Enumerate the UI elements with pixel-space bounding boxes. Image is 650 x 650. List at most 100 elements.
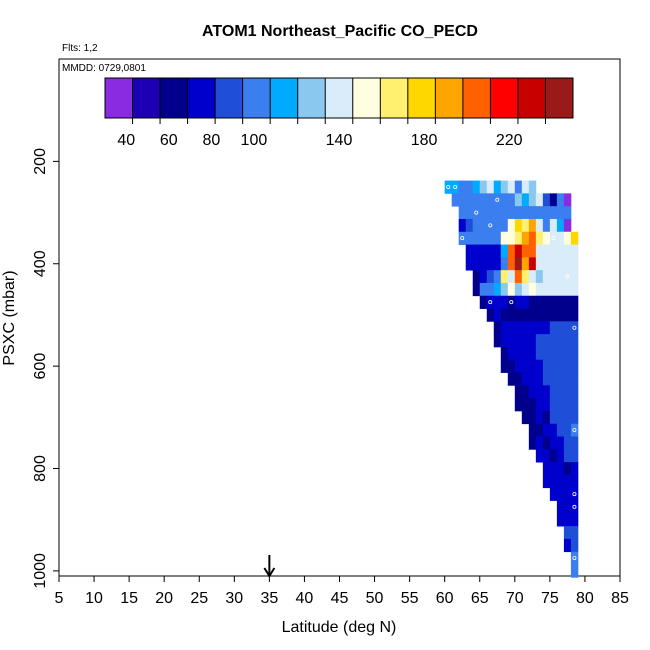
flight-marker [572,504,577,509]
heatmap-cell [542,359,551,373]
heatmap-cell [500,321,509,335]
heatmap-cell [514,359,523,373]
colorbar-tick-label: 220 [496,132,523,149]
heatmap-cell [570,474,579,489]
heatmap-cell [458,218,467,233]
heatmap-cell [514,321,523,335]
heatmap-cell [542,257,551,271]
heatmap-cell [486,257,495,271]
heatmap-cell [472,193,481,207]
colorbar-segment [462,78,491,118]
heatmap-cell [465,257,474,271]
heatmap-cell [528,218,537,233]
heatmap-cell [570,308,579,322]
heatmap-cell [507,231,516,245]
heatmap-cell [479,218,488,233]
heatmap-cell [563,295,572,309]
heatmap-cell [465,180,474,194]
colorbar-segment [517,78,546,118]
heatmap-cell [528,295,537,309]
heatmap-cell [556,257,565,271]
heatmap-cell [570,398,579,412]
heatmap-cell [535,423,544,437]
heatmap-cell [563,231,572,245]
colorbar-segment [132,78,161,118]
x-tick-label: 15 [120,590,138,607]
heatmap-cell [549,359,558,373]
heatmap-cell [542,308,551,322]
heatmap-cell [507,193,516,207]
heatmap-cell [535,449,544,463]
heatmap-cell [549,410,558,425]
heatmap-cell [521,206,530,220]
flight-marker [474,210,479,215]
heatmap-cell [500,231,509,245]
heatmap-cell [549,436,558,450]
chart-title: ATOM1 Northeast_Pacific CO_PECD [202,23,478,40]
heatmap-cell [465,231,474,245]
heatmap-cell [549,398,558,412]
heatmap-cell [556,244,565,258]
heatmap-cell [535,244,544,258]
heatmap-cell [493,334,502,348]
x-tick-label: 65 [471,590,489,607]
heatmap-cell [521,398,530,412]
heatmap-cell [479,282,488,297]
heatmap-cell [514,308,523,322]
x-tick-label: 10 [85,590,103,607]
heatmap-cell [472,218,481,233]
heatmap-cell [556,321,565,335]
heatmap-cell [570,257,579,271]
colorbar-segment [105,78,134,118]
flight-marker [460,236,465,241]
heatmap-cell [493,231,502,245]
y-tick-label: 800 [32,455,49,482]
heatmap-cell [500,257,509,271]
heatmap-cell [563,398,572,412]
heatmap-cell [507,359,516,373]
heatmap-cell [563,474,572,489]
heatmap-cell [556,359,565,373]
heatmap-cell [521,193,530,207]
heatmap-cell [563,449,572,463]
heatmap-cell [507,244,516,258]
heatmap-cell [521,180,530,194]
heatmap-cell [535,295,544,309]
heatmap-cell [521,270,530,284]
heatmap-cell [549,231,558,245]
heatmap-cell [458,193,467,207]
heatmap-cell [549,462,558,476]
y-tick-label: 400 [32,250,49,277]
heatmap-cell [528,257,537,271]
heatmap-cell [514,334,523,348]
heatmap-cell [458,180,467,194]
heatmap-cell [528,410,537,425]
heatmap-cell [535,359,544,373]
heatmap-cell [563,206,572,220]
x-tick-label: 80 [576,590,594,607]
heatmap-cell [556,193,565,207]
heatmap-cell [563,538,572,553]
heatmap-cell [542,385,551,399]
heatmap-cell [563,257,572,271]
heatmap-cell [479,193,488,207]
heatmap-cell [472,180,481,194]
flight-marker [488,223,493,228]
heatmap-cell [528,308,537,322]
heatmap-cell [479,206,488,220]
heatmap-cell [570,462,579,476]
heatmap-cell [542,372,551,386]
heatmap-cell [479,270,488,284]
x-tick-label: 50 [366,590,384,607]
heatmap-cell [563,244,572,258]
y-tick-label: 600 [32,353,49,380]
colorbar-segment [490,78,519,118]
heatmap-cell [563,500,572,514]
heatmap-cell [521,346,530,361]
heatmap-cell [563,436,572,450]
x-axis-ticks: 5 10 15 20 25 30 35 40 45 50 55 60 65 70 75 80 85 [55,576,629,607]
heatmap-cell [570,526,579,540]
heatmap-cell [570,282,579,297]
heatmap-cell [458,206,467,220]
heatmap-cell [472,270,481,284]
